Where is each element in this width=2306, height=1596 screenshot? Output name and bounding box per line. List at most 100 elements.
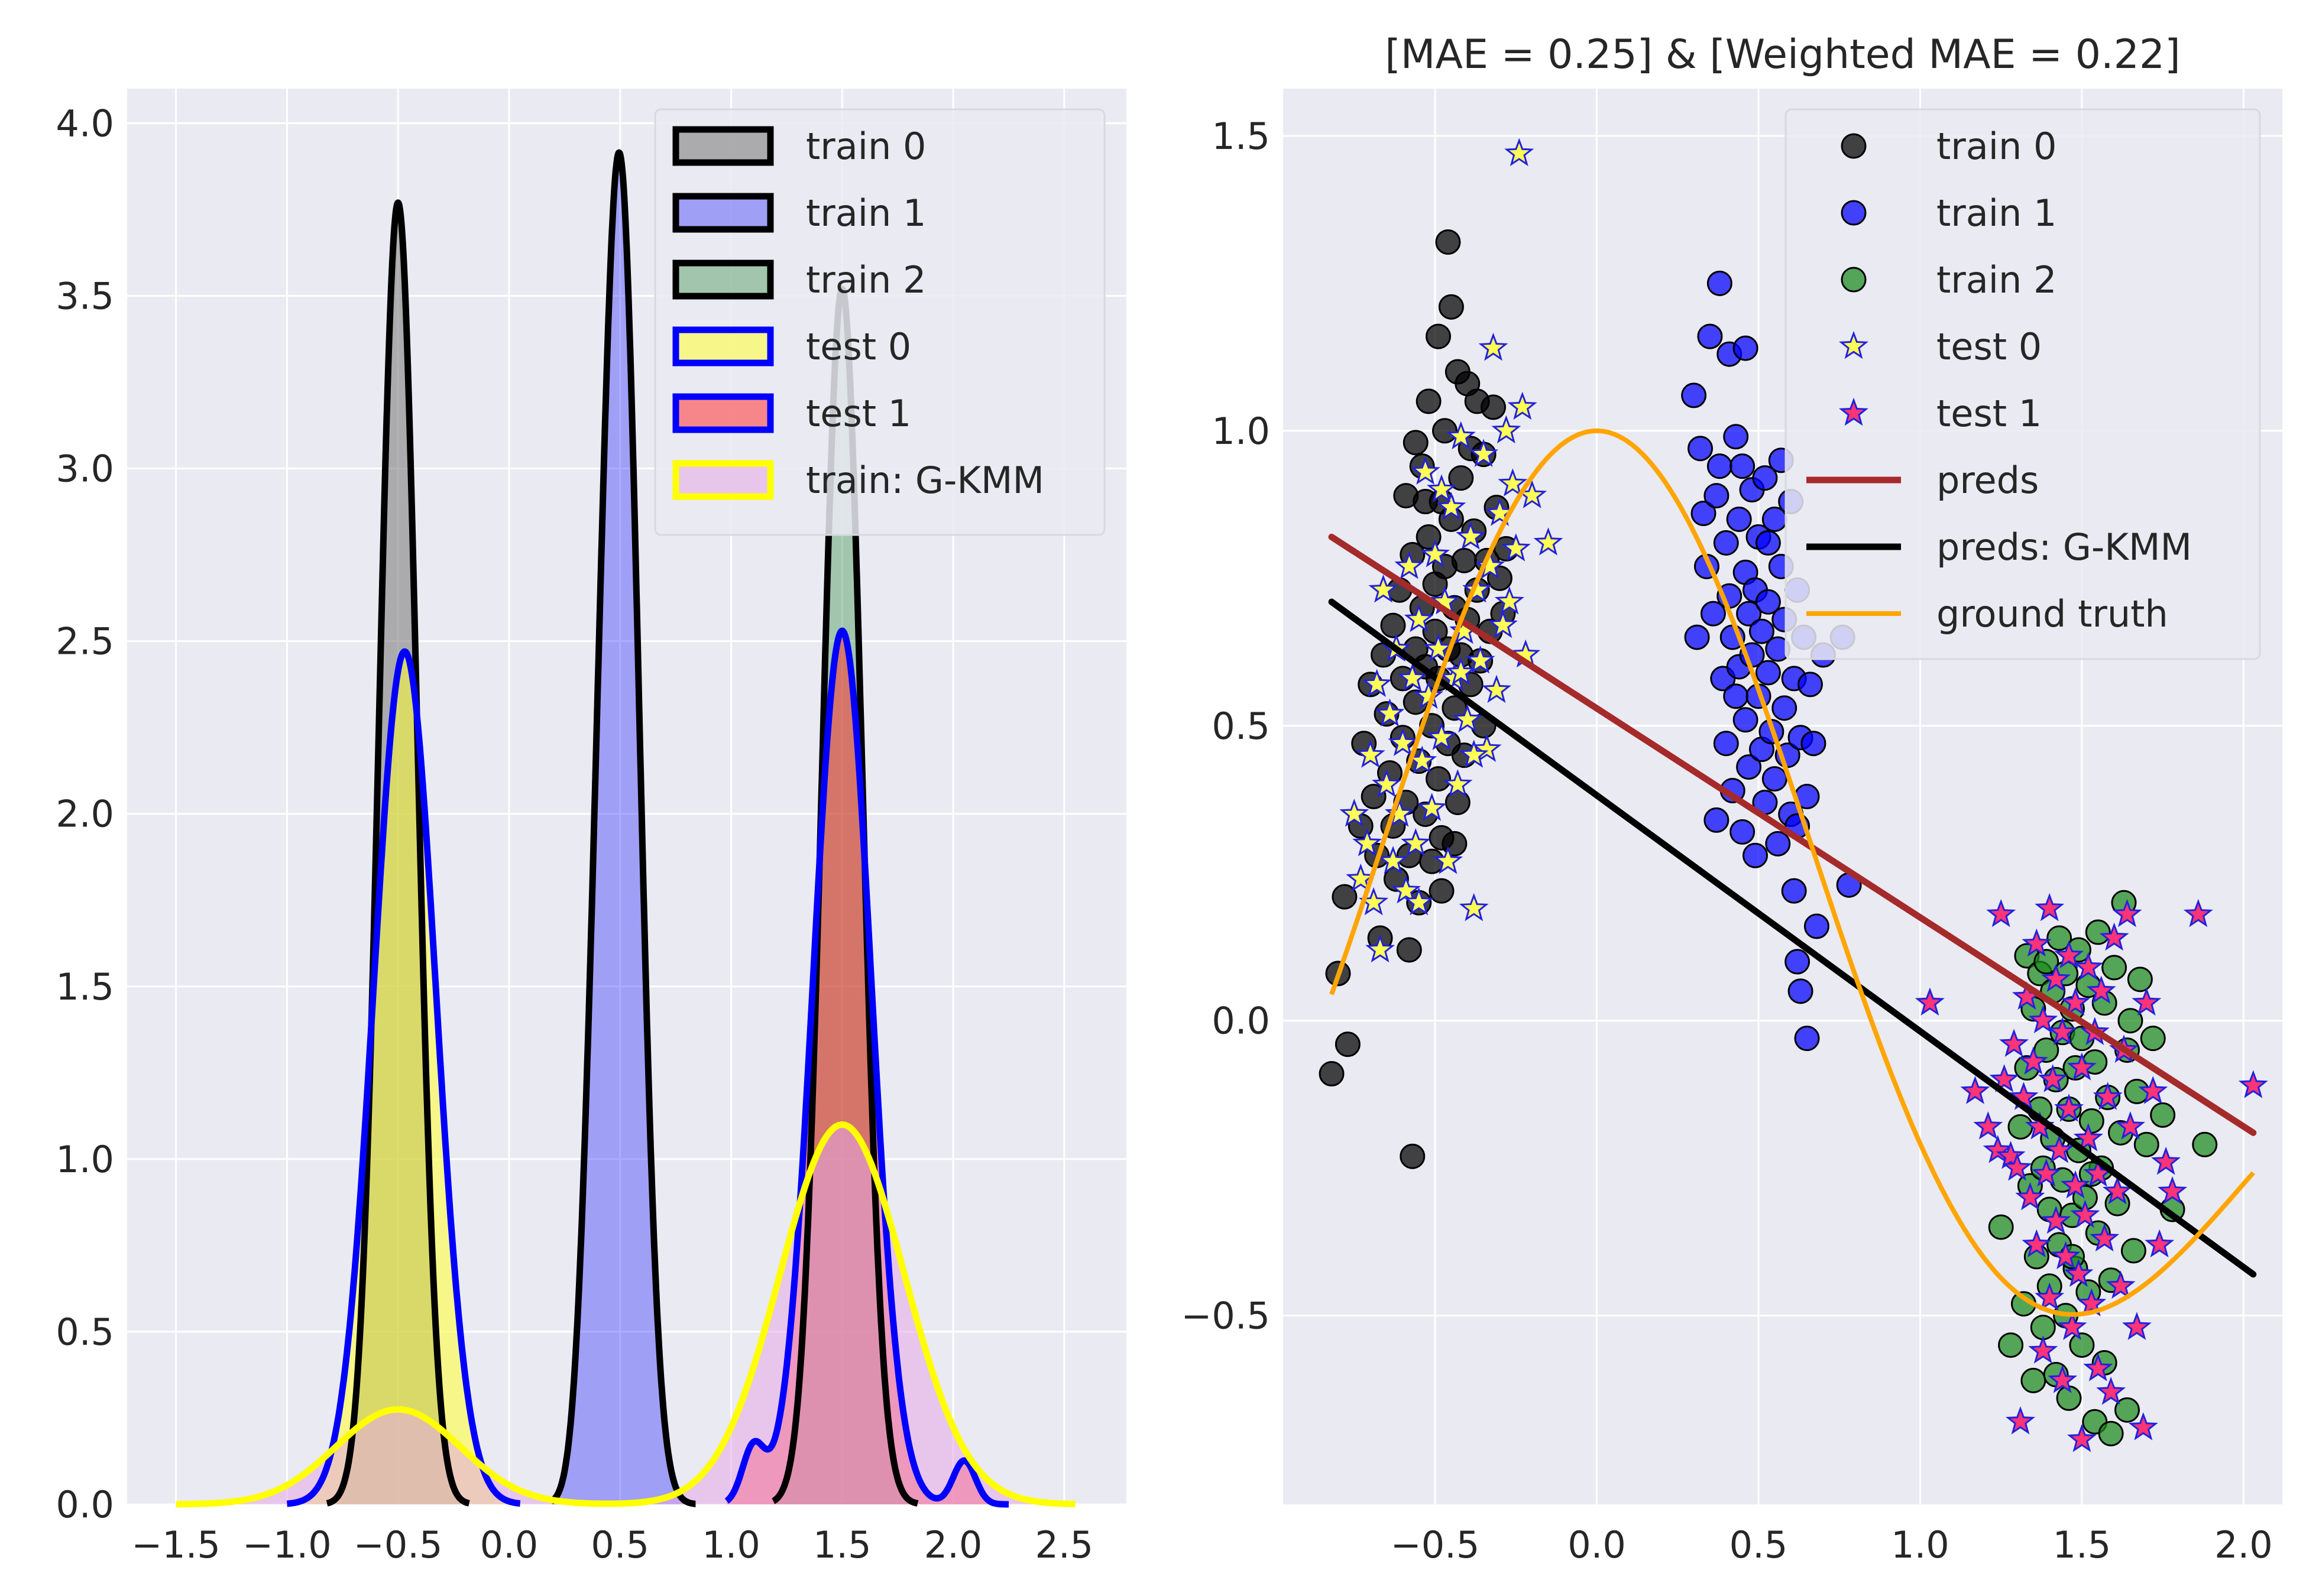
- point-test-0: [1459, 893, 1489, 922]
- point-train-0: [1413, 489, 1439, 515]
- point-test-1: [2028, 1005, 2058, 1033]
- point-test-1: [2051, 1241, 2081, 1270]
- regression-legend: train 0 train 1 train 2 test 0 test 1 preds pr…: [1784, 108, 2261, 660]
- point-test-1: [2158, 1176, 2188, 1205]
- point-train-2: [2020, 1367, 2046, 1393]
- density-curve-train-0: [324, 199, 472, 1507]
- point-train-1: [1703, 807, 1730, 833]
- point-train-2: [2078, 1108, 2104, 1134]
- point-test-0: [1397, 663, 1427, 692]
- point-train-1: [1794, 1026, 1820, 1052]
- point-train-1: [1723, 683, 1749, 709]
- point-test-1: [2038, 1064, 2068, 1092]
- point-test-0: [1472, 734, 1502, 762]
- point-train-0: [1431, 418, 1458, 444]
- point-train-1: [1803, 913, 1829, 939]
- point-test-0: [1443, 769, 1473, 797]
- point-train-1: [1748, 618, 1774, 644]
- regression-plot-panel: −0.5 0.0 0.5 1.0 1.5 2.0 −0.5 0.0 0.5 1.0 1.5 [MA…: [1181, 31, 2282, 1566]
- density-plot-panel: −1.5 −1.0 −0.5 0.0 0.5 1.0 1.5 2.0 2.5 0.0 0.5 1.0…: [56, 89, 1126, 1566]
- regression-legend-label: ground truth: [1936, 592, 2168, 635]
- point-train-1: [1723, 424, 1749, 450]
- density-x-tick-label: 0.0: [480, 1523, 539, 1566]
- point-test-0: [1423, 633, 1453, 662]
- density-x-tick-label: −0.5: [354, 1523, 443, 1566]
- point-train-2: [2085, 919, 2111, 945]
- point-train-1: [1752, 465, 1778, 491]
- regression-legend-marker: [1841, 200, 1867, 226]
- point-test-0: [1339, 799, 1369, 827]
- point-test-1: [2122, 1312, 2152, 1340]
- point-train-1: [1681, 382, 1707, 408]
- point-test-0: [1362, 669, 1392, 698]
- point-train-0: [1335, 1031, 1361, 1057]
- point-test-0: [1452, 704, 1482, 733]
- point-test-0: [1372, 769, 1401, 797]
- point-train-0: [1451, 547, 1477, 573]
- regression-x-tick-label: 1.5: [2053, 1523, 2111, 1566]
- regression-x-tick-label: 0.5: [1730, 1523, 1788, 1566]
- point-train-2: [2127, 966, 2153, 992]
- point-test-0: [1427, 722, 1456, 750]
- point-train-1: [1765, 831, 1791, 857]
- point-train-1: [1736, 754, 1762, 780]
- density-curves: [176, 149, 1076, 1508]
- point-train-0: [1438, 294, 1464, 320]
- density-y-tick-label: 1.5: [56, 965, 114, 1008]
- point-test-1: [2031, 1158, 2061, 1187]
- regression-x-tick-label: 2.0: [2214, 1523, 2273, 1566]
- point-test-1: [2035, 1282, 2065, 1310]
- point-train-2: [2117, 1008, 2143, 1034]
- point-train-1: [1797, 672, 1823, 698]
- point-test-0: [1404, 604, 1434, 632]
- point-test-1: [2035, 893, 2065, 922]
- density-y-tick-label: 3.5: [56, 274, 114, 317]
- point-train-0: [1332, 884, 1358, 910]
- point-test-0: [1478, 332, 1508, 361]
- point-test-1: [2077, 1288, 2107, 1316]
- point-test-1: [2041, 964, 2071, 992]
- point-test-1: [2090, 1223, 2120, 1252]
- point-train-1: [1690, 501, 1716, 526]
- density-x-tick-label: 1.0: [702, 1523, 760, 1566]
- point-test-0: [1401, 828, 1431, 857]
- point-test-0: [1469, 439, 1499, 467]
- point-train-1: [1736, 601, 1762, 627]
- density-legend-label: train 0: [806, 125, 926, 168]
- point-test-0: [1494, 586, 1524, 615]
- density-x-tick-label: −1.0: [242, 1523, 332, 1566]
- regression-legend-marker: [1839, 330, 1868, 359]
- point-train-1: [1755, 530, 1781, 556]
- point-train-1: [1800, 731, 1826, 757]
- point-test-1: [2112, 898, 2142, 927]
- regression-legend-label: preds: G-KMM: [1936, 525, 2192, 569]
- density-x-tick-label: 0.5: [591, 1523, 649, 1566]
- density-y-tick-label: 2.5: [56, 620, 114, 663]
- point-test-0: [1352, 828, 1382, 857]
- point-test-0: [1391, 875, 1421, 904]
- point-test-1: [1983, 1135, 2013, 1163]
- point-test-0: [1365, 934, 1395, 963]
- point-test-0: [1436, 492, 1466, 520]
- point-test-0: [1394, 551, 1424, 579]
- point-test-1: [2060, 1170, 2090, 1199]
- point-test-1: [2073, 952, 2103, 981]
- point-train-2: [2007, 1114, 2033, 1140]
- regression-x-tick-label: 1.0: [1891, 1523, 1949, 1566]
- regression-legend-label: test 0: [1936, 325, 2042, 368]
- point-train-2: [2150, 1102, 2176, 1128]
- point-test-1: [2138, 1076, 2168, 1104]
- point-train-0: [1435, 229, 1461, 255]
- point-train-1: [1743, 842, 1769, 868]
- density-y-tick-label: 0.0: [56, 1483, 114, 1526]
- density-legend-swatch: [672, 193, 774, 233]
- regression-legend-label: train 2: [1936, 258, 2056, 301]
- point-train-2: [2140, 1026, 2166, 1052]
- point-test-1: [2145, 1229, 2175, 1258]
- point-test-0: [1384, 799, 1414, 827]
- point-test-1: [2067, 1052, 2097, 1081]
- point-test-1: [2106, 1270, 2136, 1299]
- point-train-2: [1988, 1214, 2014, 1240]
- point-test-1: [1973, 1111, 2003, 1140]
- point-test-0: [1491, 415, 1521, 444]
